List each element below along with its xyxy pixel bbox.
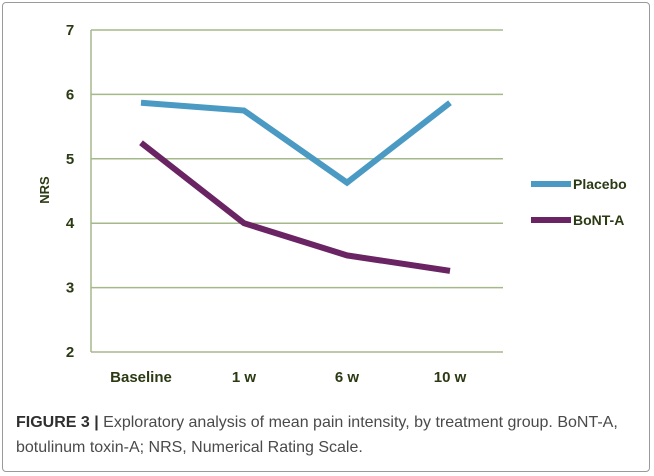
legend-label-bont-a: BoNT-A: [573, 212, 624, 228]
y-tick-label: 7: [66, 22, 74, 39]
y-tick-label: 5: [66, 151, 74, 168]
y-axis-ticks: 2 3 4 5 6 7: [66, 22, 75, 361]
y-tick-label: 3: [66, 280, 74, 297]
figure-label: FIGURE 3 |: [16, 414, 99, 431]
y-axis-title: NRS: [37, 176, 52, 204]
y-tick-label: 4: [66, 215, 75, 232]
x-axis-ticks: Baseline 1 w 6 w 10 w: [110, 369, 466, 386]
x-tick-label: Baseline: [110, 369, 172, 386]
figure-caption: FIGURE 3 | Exploratory analysis of mean …: [16, 410, 640, 460]
x-tick-label: 10 w: [434, 369, 467, 386]
y-tick-label: 6: [66, 86, 74, 103]
series-line-placebo: [140, 99, 452, 187]
caption-text: Exploratory analysis of mean pain intens…: [16, 414, 618, 456]
x-tick-label: 1 w: [232, 369, 257, 386]
gridlines: [90, 29, 503, 353]
series-lines: [139, 99, 452, 274]
legend: Placebo BoNT-A: [531, 176, 627, 228]
y-tick-label: 2: [66, 344, 74, 361]
series-line-bont-a: [139, 140, 451, 274]
legend-label-placebo: Placebo: [573, 176, 627, 192]
x-tick-label: 6 w: [335, 369, 360, 386]
figure-frame: [2, 2, 650, 472]
line-chart: 2 3 4 5 6 7 Baseline 1 w 6 w 10 w NRS Placebo BoN…: [37, 22, 627, 386]
